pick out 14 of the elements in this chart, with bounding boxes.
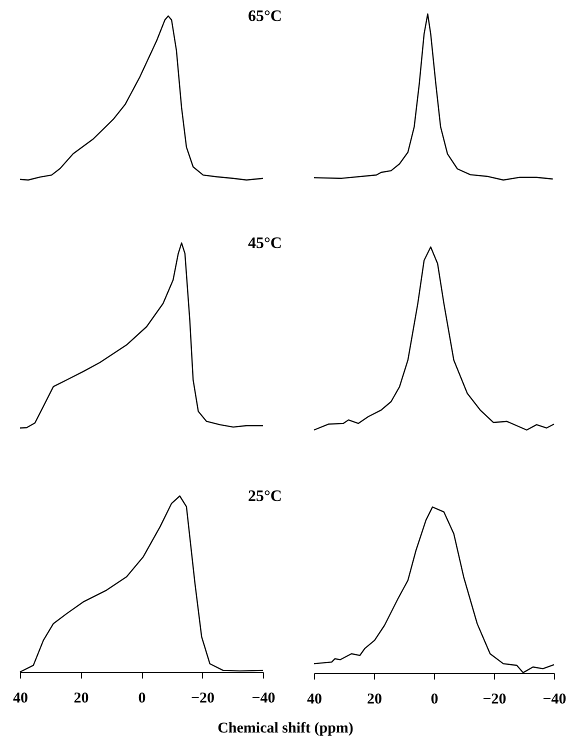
x-tick-label: 0 <box>430 692 438 708</box>
x-tick-label: 40 <box>13 690 28 706</box>
x-axis-title: Chemical shift (ppm) <box>218 720 354 736</box>
x-tick-label: −20 <box>190 690 215 706</box>
annotation: 65°C <box>248 8 282 25</box>
x-tick-label: 20 <box>74 690 89 706</box>
annotation: 25°C <box>248 488 282 505</box>
x-tick-label: 40 <box>307 692 322 708</box>
x-tick-label: 20 <box>367 692 382 708</box>
x-tick-label: 0 <box>138 690 146 706</box>
annotation: 45°C <box>248 235 282 252</box>
x-tick-label: −20 <box>482 692 506 708</box>
x-tick-label: −40 <box>542 692 566 708</box>
x-tick-label: −40 <box>252 690 276 706</box>
